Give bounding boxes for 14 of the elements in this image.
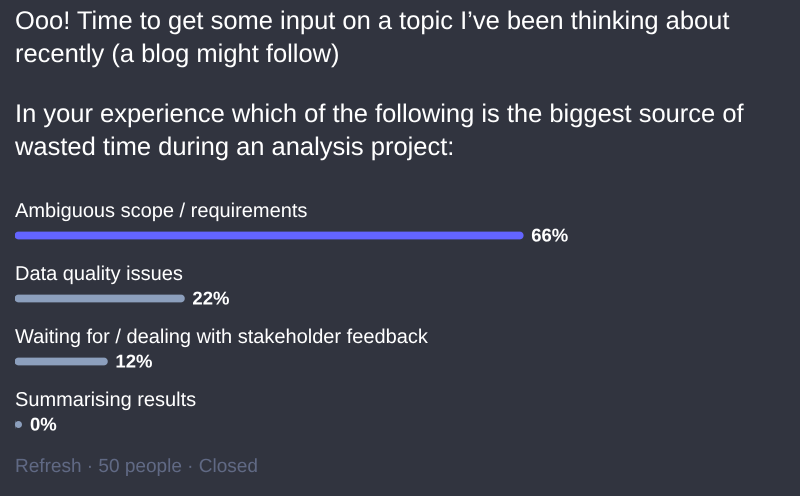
data-label: 0% <box>30 414 57 435</box>
bar <box>15 294 185 302</box>
data-label: 66% <box>531 224 568 246</box>
y-tick-label: Data quality issues <box>15 263 183 286</box>
bar <box>15 232 524 240</box>
text: Refresh · 50 people · Closed <box>15 455 258 479</box>
data-label: 22% <box>192 288 230 309</box>
chart-title: Ooo! Time to get some input on a topic I’ve been thinking about recently (a blog might follow) <box>15 6 730 70</box>
bar <box>15 358 108 366</box>
y-tick-label: Ambiguous scope / requirements <box>15 200 308 222</box>
data-label: 12% <box>115 350 152 372</box>
y-tick-label: Summarising results <box>15 389 196 412</box>
chart-subtitle: In your experience which of the following is the biggest source of wasted time during an analysis project: <box>15 99 745 163</box>
y-tick-label: Waiting for / dealing with stakeholder feedback <box>15 326 429 348</box>
